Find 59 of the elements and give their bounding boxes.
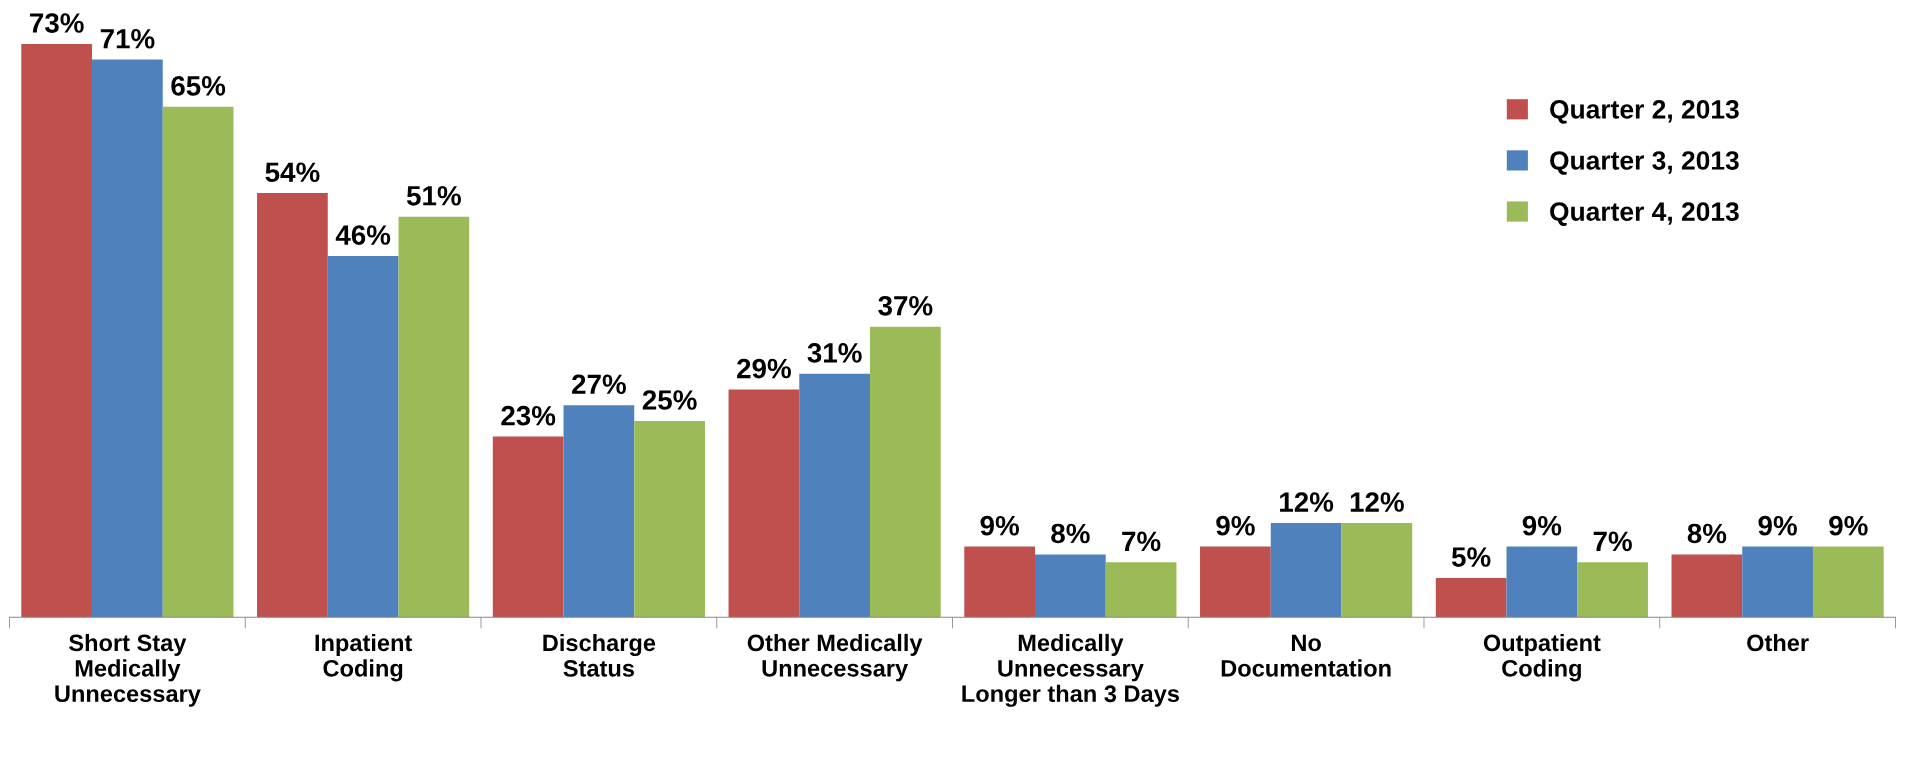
- data-label: 9%: [1216, 515, 1255, 536]
- bar: [728, 389, 800, 618]
- data-label: 29%: [737, 358, 791, 379]
- bar: [1270, 522, 1342, 618]
- data-label: 12%: [1280, 492, 1334, 512]
- bar: [1435, 577, 1507, 618]
- data-label: 9%: [980, 515, 1019, 536]
- x-tick-label: Medically Unnecessary Longer than 3 Days: [962, 633, 1179, 707]
- data-label: 9%: [1829, 515, 1868, 536]
- bar: [398, 216, 470, 618]
- data-label: 23%: [501, 405, 556, 426]
- legend-label: Quarter 3, 2013: [1550, 151, 1739, 175]
- bar: [92, 59, 163, 618]
- bar: [1035, 554, 1106, 618]
- data-label: 7%: [1593, 531, 1632, 552]
- data-label: 5%: [1451, 547, 1491, 567]
- data-label: 54%: [265, 162, 320, 183]
- data-label: 71%: [100, 28, 155, 49]
- x-tick-label: Discharge Status: [543, 633, 656, 677]
- data-label: 46%: [335, 225, 391, 245]
- legend-label: Quarter 4, 2013: [1550, 202, 1739, 226]
- bar: [1577, 562, 1648, 618]
- data-label: 73%: [30, 13, 84, 33]
- data-label: 31%: [807, 343, 862, 363]
- bar: [257, 193, 328, 618]
- bar: [1105, 562, 1177, 618]
- bar: [799, 373, 870, 618]
- data-label: 9%: [1758, 515, 1797, 536]
- data-label: 12%: [1350, 492, 1404, 512]
- data-label: 51%: [406, 186, 461, 206]
- data-label: 7%: [1122, 531, 1161, 552]
- data-label: 37%: [878, 295, 933, 316]
- bar: [634, 420, 705, 618]
- x-tick-label: Outpatient Coding: [1483, 633, 1601, 682]
- data-label: 9%: [1522, 515, 1562, 536]
- bar: [492, 436, 564, 618]
- data-label: 8%: [1051, 523, 1090, 544]
- x-tick-label: Inpatient Coding: [315, 633, 413, 682]
- legend-label: Quarter 2, 2013: [1550, 100, 1739, 124]
- data-label: 8%: [1687, 523, 1727, 544]
- bar: [327, 255, 399, 618]
- bar: [1341, 522, 1413, 618]
- data-label: 27%: [572, 374, 626, 395]
- bar: [162, 106, 234, 618]
- bar: [21, 43, 93, 618]
- bar: [964, 546, 1036, 618]
- x-tick-label: Other Medically Unnecessary: [747, 633, 923, 682]
- x-tick-label: Short Stay Medically Unnecessary: [55, 633, 201, 707]
- data-label: 25%: [642, 390, 697, 410]
- bar: [1671, 554, 1743, 618]
- bar: [1742, 546, 1813, 618]
- x-tick-label: Other: [1747, 633, 1809, 652]
- bar: [1812, 546, 1884, 618]
- bar: [869, 326, 941, 618]
- x-tick-label: No Documentation: [1221, 634, 1391, 677]
- data-label: 65%: [171, 76, 226, 96]
- bar: [1200, 546, 1271, 618]
- bar: [563, 405, 635, 618]
- bar: [1506, 546, 1578, 618]
